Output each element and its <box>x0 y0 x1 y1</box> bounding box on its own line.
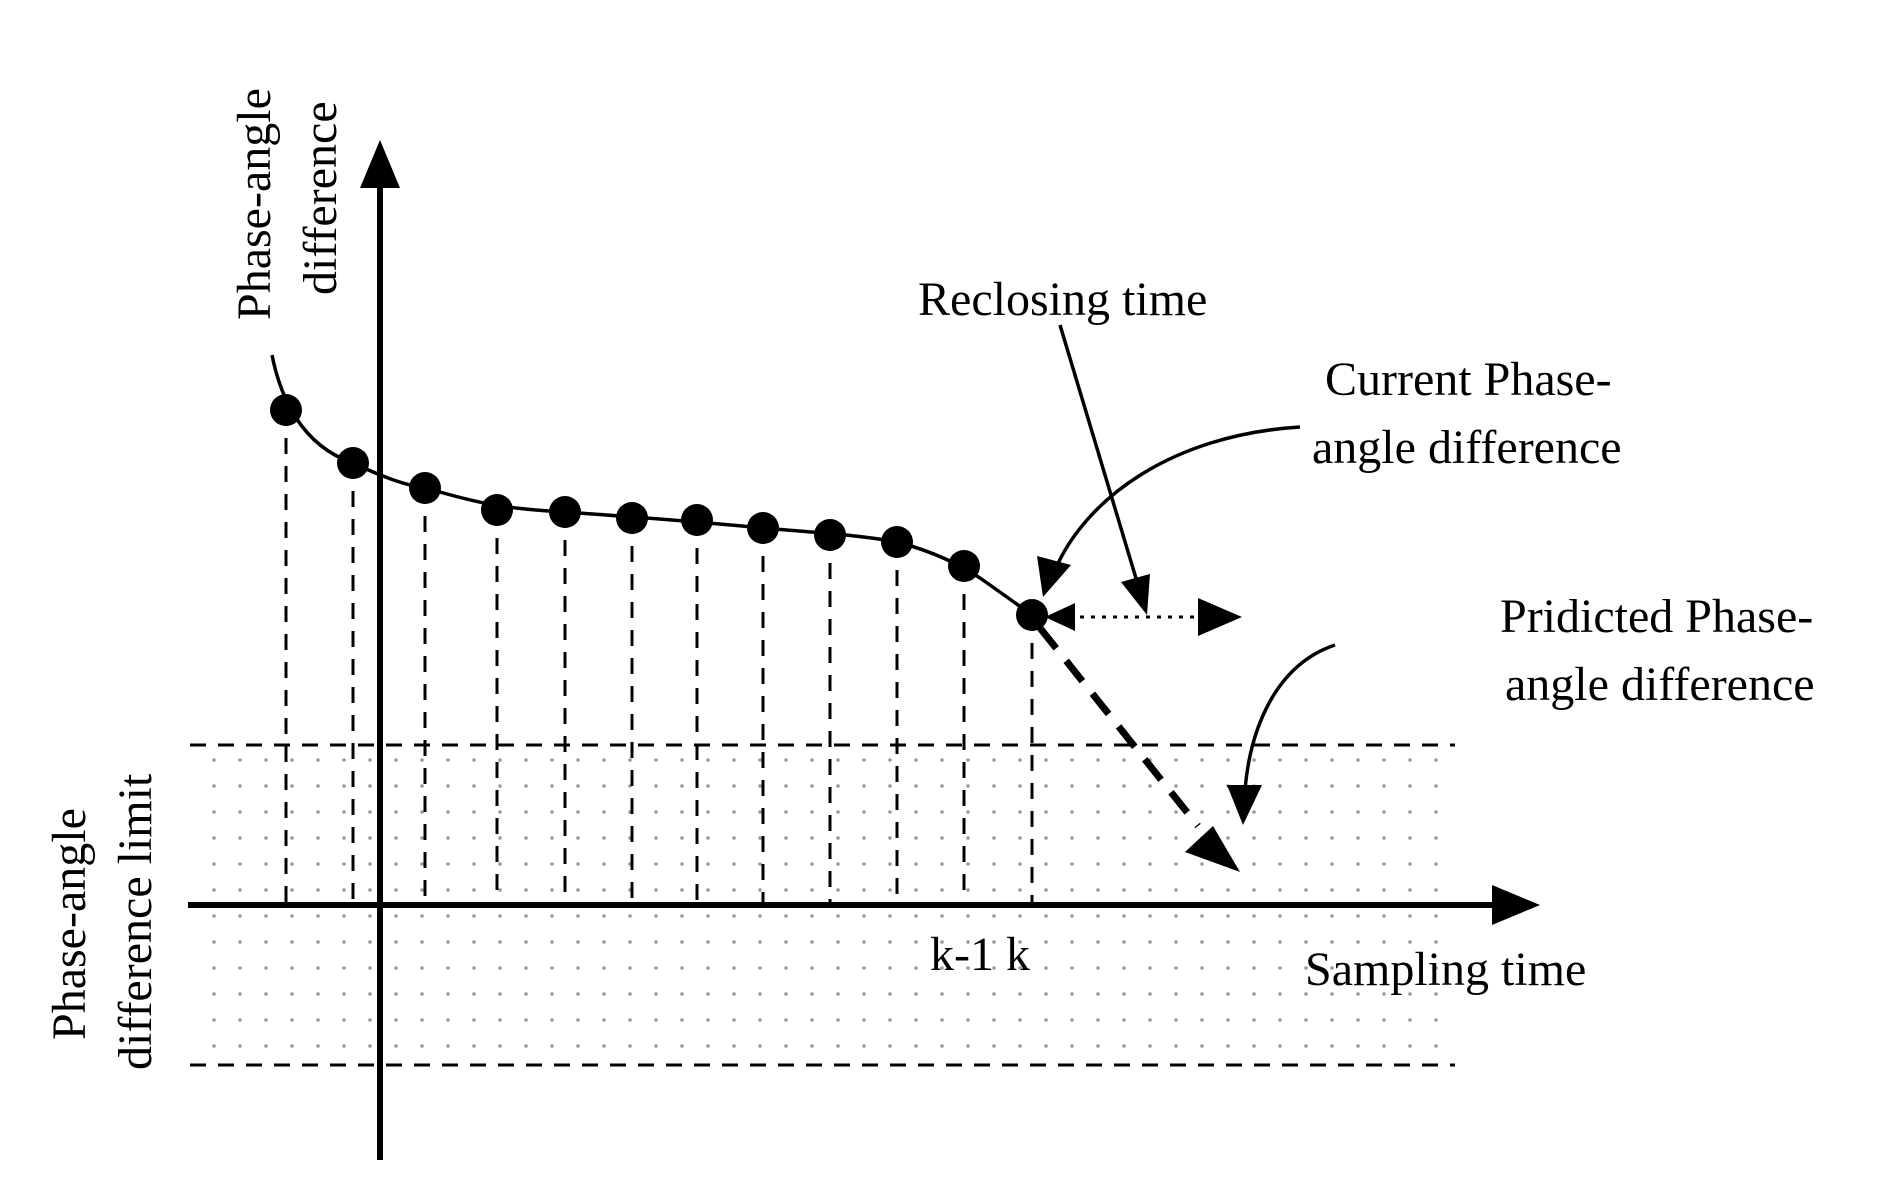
tick-labels: k-1 k <box>930 928 1030 981</box>
current-pointer-arrowhead <box>1037 556 1071 597</box>
sample-drop-lines <box>284 410 1034 905</box>
sample-point <box>337 447 369 479</box>
y-axis-arrowhead <box>360 140 400 188</box>
sample-point <box>814 519 846 551</box>
sample-point <box>549 496 581 528</box>
sample-point <box>409 472 441 504</box>
sample-point <box>270 394 302 426</box>
current-pointer <box>1053 425 1301 571</box>
predicted-pointer-arrowhead <box>1227 785 1262 825</box>
predicted-trajectory-arrowhead <box>1185 826 1240 872</box>
sample-point <box>681 504 713 536</box>
y-axis-label-line2: difference <box>294 101 347 295</box>
x-axis-arrowhead <box>1492 885 1540 925</box>
predicted-trajectory <box>1037 625 1201 829</box>
reclosing-span-arrowhead-right <box>1198 598 1242 636</box>
sample-point <box>616 502 648 534</box>
reclosing-span-arrowhead-left <box>1045 603 1075 631</box>
predicted-label-line1: Pridicted Phase- <box>1500 590 1813 643</box>
y-axis-label: Phase-angle difference <box>228 88 347 320</box>
sample-point <box>881 526 913 558</box>
reclosing-pointer <box>1058 324 1140 586</box>
limit-label-line2: difference limit <box>109 773 162 1070</box>
limit-label-line1: Phase-angle <box>43 808 96 1040</box>
sample-point <box>481 494 513 526</box>
sample-point <box>948 550 980 582</box>
sample-point <box>747 512 779 544</box>
predicted-label-line2: angle difference <box>1505 658 1815 711</box>
reclosing-label: Reclosing time <box>918 273 1207 326</box>
current-label-line2: angle difference <box>1312 421 1622 474</box>
predicted-pointer <box>1243 643 1336 791</box>
sample-point-current <box>1016 599 1048 631</box>
current-label-line1: Current Phase- <box>1325 353 1612 406</box>
y-axis-label-line1: Phase-angle <box>228 88 281 320</box>
reclosing-pointer-arrowhead <box>1121 574 1150 615</box>
measured-curve <box>270 354 1034 617</box>
sample-points <box>270 394 1048 631</box>
x-axis-label: Sampling time <box>1305 943 1586 996</box>
limit-label: Phase-angle difference limit <box>43 773 162 1070</box>
